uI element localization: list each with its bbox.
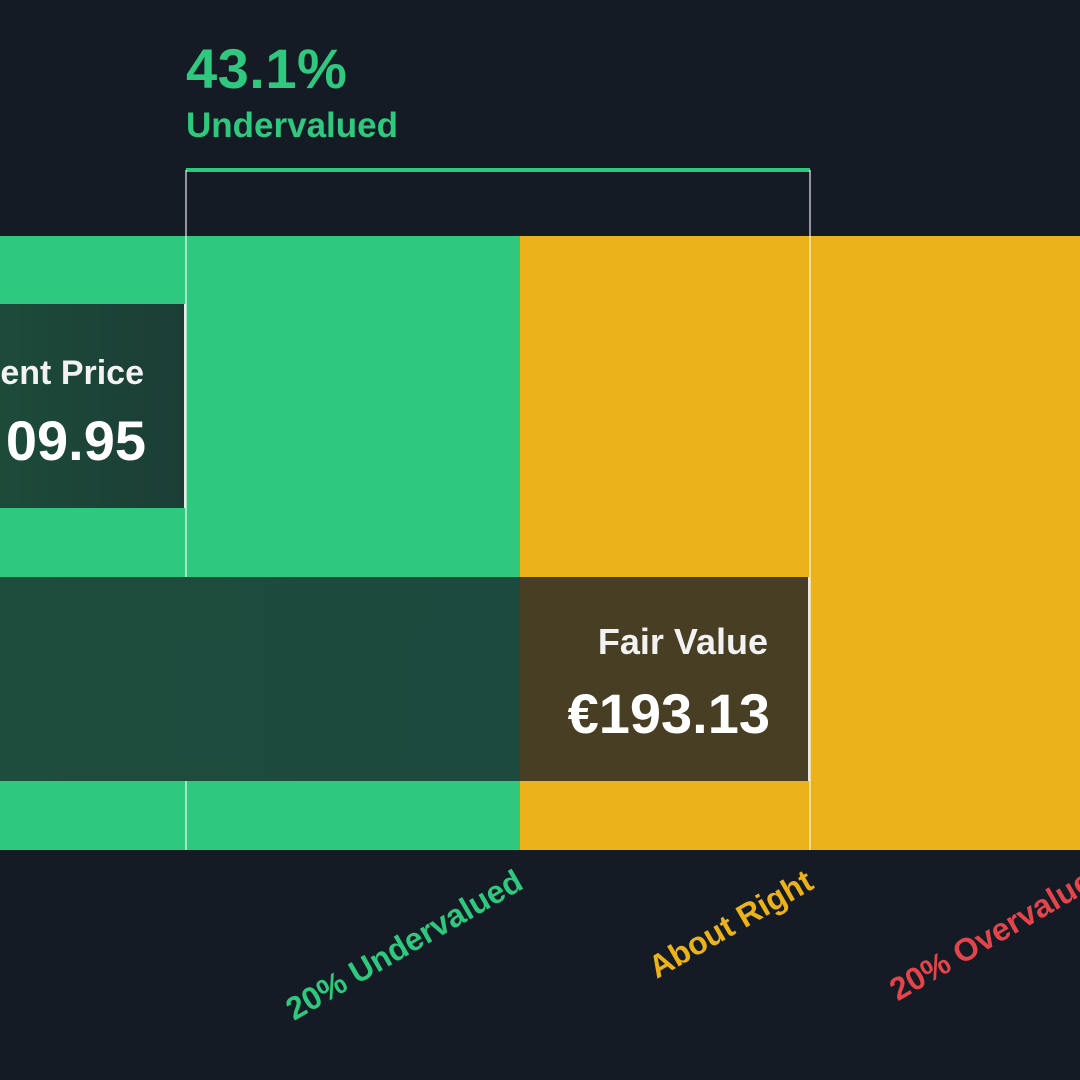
- fair-value-bar-undervalued-section: [0, 577, 520, 781]
- fair-value-amount: €193.13: [567, 682, 770, 745]
- current-price-value: 09.95: [5, 409, 146, 472]
- zone-label-overvalued: 20% Overvalue: [883, 862, 1080, 1008]
- zone-label-undervalued: 20% Undervalued: [279, 862, 529, 1028]
- current-price-bar: ent Price 09.95: [0, 304, 186, 508]
- fair-value-bar: Fair Value €193.13: [0, 577, 810, 781]
- discount-bracket-right: [809, 170, 811, 850]
- discount-bracket-top: [186, 168, 810, 172]
- fair-value-label: Fair Value: [597, 621, 768, 662]
- current-price-label: ent Price: [0, 354, 144, 392]
- fair-value-bar-about-right-section: [520, 577, 808, 781]
- discount-bracket-left: [185, 170, 187, 850]
- zone-label-about-right: About Right: [642, 862, 819, 986]
- valuation-status: Undervalued: [186, 106, 398, 145]
- discount-percent: 43.1%: [186, 37, 348, 100]
